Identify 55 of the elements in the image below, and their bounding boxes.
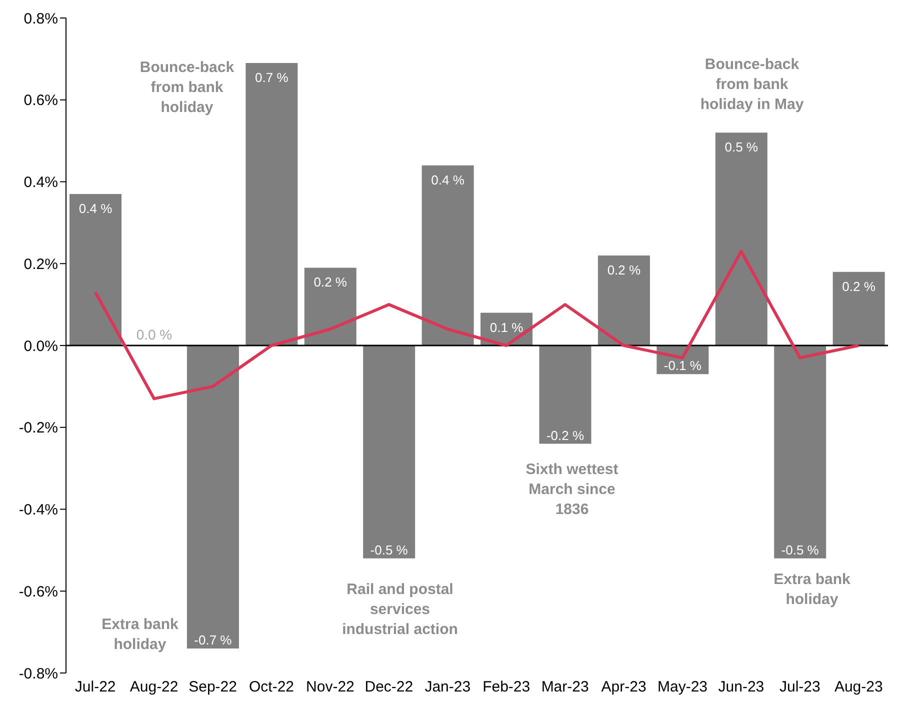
line-series — [94, 250, 860, 400]
bar — [715, 132, 768, 346]
data-label: 0.4 % — [78, 201, 113, 216]
annotation: Extra bank holiday — [774, 570, 850, 610]
bar — [246, 63, 298, 346]
data-label: -0.2 % — [546, 428, 584, 443]
y-tick-label: -0.4% — [18, 502, 58, 519]
y-tick-label: 0.6% — [24, 92, 58, 110]
data-label: 0.2 % — [314, 274, 348, 290]
data-label: -0.5 % — [781, 542, 820, 558]
y-tick-label: -0.8% — [18, 665, 58, 682]
x-tick-label: Mar-23 — [541, 678, 589, 696]
x-tick-label: Oct-22 — [248, 678, 294, 696]
data-label: 0.7 % — [255, 70, 289, 86]
x-tick-label: Apr-23 — [601, 678, 646, 696]
annotation: Sixth wettest March since 1836 — [526, 460, 618, 520]
x-tick-label: Jan-23 — [424, 678, 471, 696]
bar — [832, 272, 885, 346]
data-label: -0.7 % — [194, 632, 232, 648]
data-label: 0.0 % — [136, 326, 172, 342]
bar — [70, 194, 122, 346]
y-tick-label: 0.0% — [24, 338, 58, 355]
x-tick-label: Dec-22 — [364, 678, 414, 696]
x-tick-label: Aug-22 — [130, 678, 178, 696]
annotation: Rail and postal services industrial action — [342, 580, 458, 640]
bar — [304, 268, 356, 346]
bar — [539, 346, 592, 444]
y-tick-label: -0.2% — [18, 420, 58, 437]
x-tick-label: May-23 — [657, 678, 708, 696]
y-tick-label: 0.4% — [24, 174, 58, 192]
x-tick-label: Sep-22 — [188, 678, 237, 696]
y-tick-label: -0.6% — [18, 583, 58, 600]
annotation: Bounce-back from bank holiday — [140, 58, 234, 118]
x-tick-label: Nov-22 — [306, 678, 354, 696]
x-tick-label: Jul-23 — [780, 678, 820, 696]
annotation: Bounce-back from bank holiday in May — [700, 55, 804, 115]
bar — [363, 346, 416, 558]
x-tick-label: Aug-23 — [834, 678, 883, 696]
bar — [774, 346, 826, 558]
data-label: 0.2 % — [842, 278, 876, 294]
y-tick-label: 0.8% — [24, 10, 58, 28]
data-label: 0.4 % — [431, 172, 465, 188]
data-label: 0.5 % — [724, 140, 758, 155]
bar — [186, 346, 239, 648]
x-tick-label: Jul-22 — [74, 678, 116, 696]
annotation: Extra bank holiday — [102, 615, 178, 655]
data-label: -0.1 % — [664, 358, 702, 374]
y-tick-label: 0.2% — [24, 256, 58, 273]
bar — [598, 255, 650, 346]
x-tick-label: Feb-23 — [482, 678, 530, 696]
x-tick-label: Jun-23 — [718, 678, 764, 696]
data-label: -0.5 % — [370, 542, 408, 558]
data-label: 0.1 % — [490, 320, 524, 335]
data-label: 0.2 % — [607, 262, 642, 278]
bar — [422, 165, 474, 346]
